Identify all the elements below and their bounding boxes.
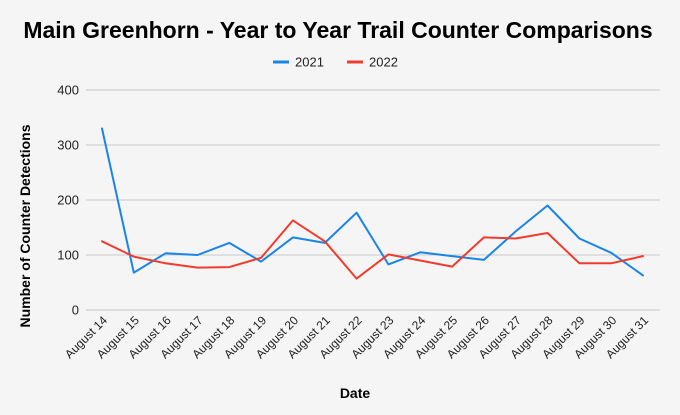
legend-label: 2022 xyxy=(369,55,398,70)
chart-title: Main Greenhorn - Year to Year Trail Coun… xyxy=(23,17,652,43)
y-tick-label: 200 xyxy=(57,193,79,208)
y-tick-label: 100 xyxy=(57,248,79,263)
legend-label: 2021 xyxy=(295,55,324,70)
series-line-2021 xyxy=(101,127,644,277)
gridlines xyxy=(86,89,660,311)
y-tick-label: 400 xyxy=(57,83,79,98)
series-line-2022 xyxy=(101,219,644,280)
series-lines xyxy=(101,127,644,280)
y-axis-ticks: 0 100 200 300 400 xyxy=(57,83,79,318)
y-axis-label: Number of Counter Detections xyxy=(17,124,33,327)
legend: 2021 2022 xyxy=(273,55,398,70)
y-tick-label: 300 xyxy=(57,138,79,153)
x-axis-label: Date xyxy=(340,385,371,401)
y-tick-label: 0 xyxy=(72,303,79,318)
